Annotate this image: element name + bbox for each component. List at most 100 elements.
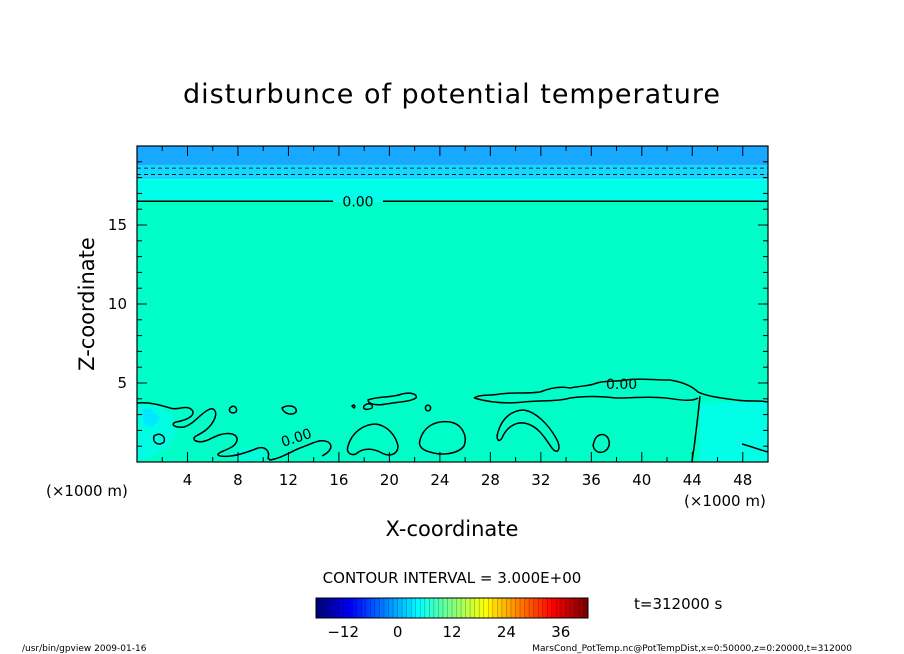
x-tick-label: 12: [279, 471, 298, 489]
colorbar-cell: [438, 598, 444, 618]
colorbar-cell: [510, 598, 516, 618]
colorbar-cell: [565, 598, 571, 618]
colorbar-cell: [374, 598, 380, 618]
colorbar-cell: [343, 598, 349, 618]
colorbar-cell: [334, 598, 339, 618]
x-axis-label: X-coordinate: [386, 517, 519, 541]
contour-label-top: 0.00: [342, 194, 373, 210]
colorbar-cell: [393, 598, 398, 618]
y-tick-label: 15: [108, 216, 127, 234]
contour-loop-8: [350, 404, 356, 410]
contour-loop-10: [424, 404, 432, 412]
x-tick-label: 4: [183, 471, 193, 489]
color-band-0: [137, 146, 768, 165]
color-bands: [137, 146, 768, 463]
colorbar-tick-label: 12: [442, 623, 461, 641]
x-tick-label: 8: [233, 471, 243, 489]
colorbar-cell: [397, 598, 403, 618]
y-axis-label: Z-coordinate: [75, 237, 99, 371]
colorbar-cell: [384, 598, 389, 618]
x-unit-right: (×1000 m): [684, 492, 766, 510]
footer-left: /usr/bin/gpview 2009-01-16: [22, 644, 147, 654]
contour-low-main: [136, 402, 332, 461]
colorbar-cell: [370, 598, 376, 618]
colorbar-cell: [316, 598, 321, 618]
colorbar-cell: [556, 598, 562, 618]
colorbar-tick-label: 36: [551, 623, 570, 641]
colorbar-cell: [325, 598, 330, 618]
contour-right-low-2: [473, 395, 699, 404]
x-tick-label: 16: [329, 471, 348, 489]
colorbar-cell: [538, 598, 543, 618]
x-tick-label: 44: [683, 471, 702, 489]
contour-lines: [136, 167, 769, 463]
color-band-2: [137, 179, 768, 202]
colorbar-cell: [320, 598, 326, 618]
colorbar-cell: [542, 598, 548, 618]
colorbar-cell: [406, 598, 412, 618]
contour-right-corner: [741, 443, 769, 453]
colorbar-cell: [329, 598, 335, 618]
colorbar-cell: [515, 598, 521, 618]
colorbar-cell: [338, 598, 344, 618]
contour-loop-6: [496, 409, 560, 452]
colorbar-cell: [479, 598, 485, 618]
colorbar-cell: [442, 598, 448, 618]
x-tick-label: 32: [531, 471, 550, 489]
colorbar-tick-label: 24: [497, 623, 516, 641]
colorbar-cell: [506, 598, 512, 618]
contour-loop-4: [346, 423, 399, 456]
y-tick-label: 10: [108, 295, 127, 313]
colorbar: [315, 598, 589, 618]
colorbar-cell: [352, 598, 358, 618]
colorbar-cell: [560, 598, 566, 618]
y-tick-label: 5: [117, 374, 127, 392]
colorbar-cell: [402, 598, 407, 618]
colorbar-cell: [411, 598, 417, 618]
color-band-1: [137, 164, 768, 180]
colorbar-cell: [551, 598, 557, 618]
contour-upper-low: [367, 392, 418, 406]
x-unit-left: (×1000 m): [46, 482, 128, 500]
colorbar-cell: [433, 598, 439, 618]
colorbar-cell: [578, 598, 584, 618]
colorbar-cell: [524, 598, 530, 618]
colorbar-cell: [456, 598, 462, 618]
colorbar-cell: [569, 598, 575, 618]
x-tick-label: 20: [380, 471, 399, 489]
lower-cyan-patches: [137, 400, 768, 462]
x-tick-label: 36: [582, 471, 601, 489]
colorbar-cell: [429, 598, 435, 618]
time-label: t=312000 s: [634, 595, 722, 613]
colorbar-cell: [520, 598, 525, 618]
colorbar-cell: [465, 598, 471, 618]
colorbar-cell: [483, 598, 489, 618]
x-tick-label: 28: [481, 471, 500, 489]
colorbar-tick-label: −12: [327, 623, 359, 641]
contour-loop-3: [281, 405, 297, 415]
x-tick-label: 24: [430, 471, 449, 489]
colorbar-cell: [583, 598, 589, 618]
contour-loop-9: [362, 403, 374, 411]
colorbar-cell: [420, 598, 426, 618]
colorbar-cell: [415, 598, 421, 618]
colorbar-cell: [361, 598, 367, 618]
colorbar-tick-label: 0: [393, 623, 403, 641]
contour-loop-7: [592, 433, 610, 454]
axis-ticks: [136, 146, 769, 462]
colorbar-cell: [492, 598, 498, 618]
colorbar-cell: [356, 598, 362, 618]
contour-loop-2: [228, 405, 238, 414]
colorbar-cell: [470, 598, 475, 618]
colorbar-cell: [347, 598, 353, 618]
contour-loop-5: [418, 420, 466, 455]
x-tick-label: 40: [632, 471, 651, 489]
contour-interval-text: CONTOUR INTERVAL = 3.000E+00: [323, 569, 582, 587]
chart-title: disturbunce of potential temperature: [183, 79, 721, 110]
colorbar-cell: [388, 598, 394, 618]
colorbar-cell: [574, 598, 580, 618]
colorbar-cell: [379, 598, 385, 618]
